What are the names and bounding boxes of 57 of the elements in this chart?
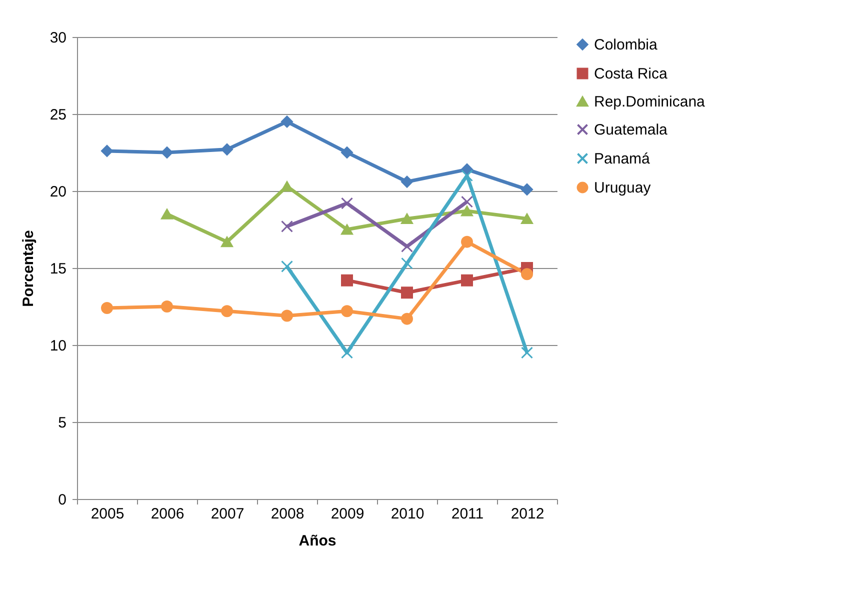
point (401, 240, 413, 252)
x-axis-title: Años (298, 532, 336, 550)
y-tick-label: 30 (50, 30, 66, 46)
point (401, 213, 413, 224)
x-tick-label: 2009 (330, 506, 364, 522)
point (341, 274, 353, 286)
y-axis-title: Porcentaje (20, 230, 37, 307)
point (521, 346, 533, 359)
point (101, 144, 113, 157)
x-tick-label: 2006 (150, 506, 184, 522)
point (341, 146, 353, 158)
x-tick-label: 2005 (90, 506, 124, 522)
y-tick-label: 5 (58, 414, 66, 432)
point (461, 274, 473, 286)
legend-label: Rep.Dominicana (594, 94, 706, 110)
legend-label: Colombia (594, 36, 658, 54)
point (401, 257, 413, 270)
point (161, 208, 173, 220)
x-tick-label: 2012 (510, 506, 544, 522)
y-tick-label: 0 (58, 492, 66, 508)
legend-label: Uruguay (594, 180, 652, 196)
y-tick-label: 15 (50, 260, 66, 278)
point (281, 310, 293, 322)
point (521, 213, 533, 224)
point (461, 170, 473, 182)
x-tick-label: 2007 (210, 506, 244, 522)
point (341, 224, 353, 235)
point (341, 346, 353, 359)
y-tick-label: 25 (50, 106, 66, 124)
point (341, 197, 353, 210)
point (461, 206, 473, 216)
y-tick-label: 10 (50, 338, 66, 354)
point (281, 181, 293, 192)
point (401, 176, 413, 188)
point (461, 196, 473, 208)
point (281, 220, 293, 232)
legend-label: Panamá (594, 150, 651, 168)
x-tick-label: 2010 (390, 506, 424, 522)
point (401, 286, 413, 299)
point (281, 116, 293, 128)
point (221, 236, 233, 248)
point (161, 146, 173, 158)
point (101, 302, 113, 314)
y-tick-label: 20 (50, 184, 66, 200)
point (521, 268, 533, 280)
x-tick-label: 2008 (270, 506, 304, 522)
point (401, 312, 413, 325)
legend-label: Costa Rica (594, 66, 668, 82)
point (461, 236, 473, 248)
point (521, 183, 533, 196)
point (221, 305, 233, 318)
x-tick-label: 2011 (451, 506, 484, 522)
legend-label: Guatemala (594, 122, 668, 138)
point (341, 305, 353, 318)
point (161, 300, 173, 312)
point (221, 143, 233, 156)
point (281, 260, 293, 272)
